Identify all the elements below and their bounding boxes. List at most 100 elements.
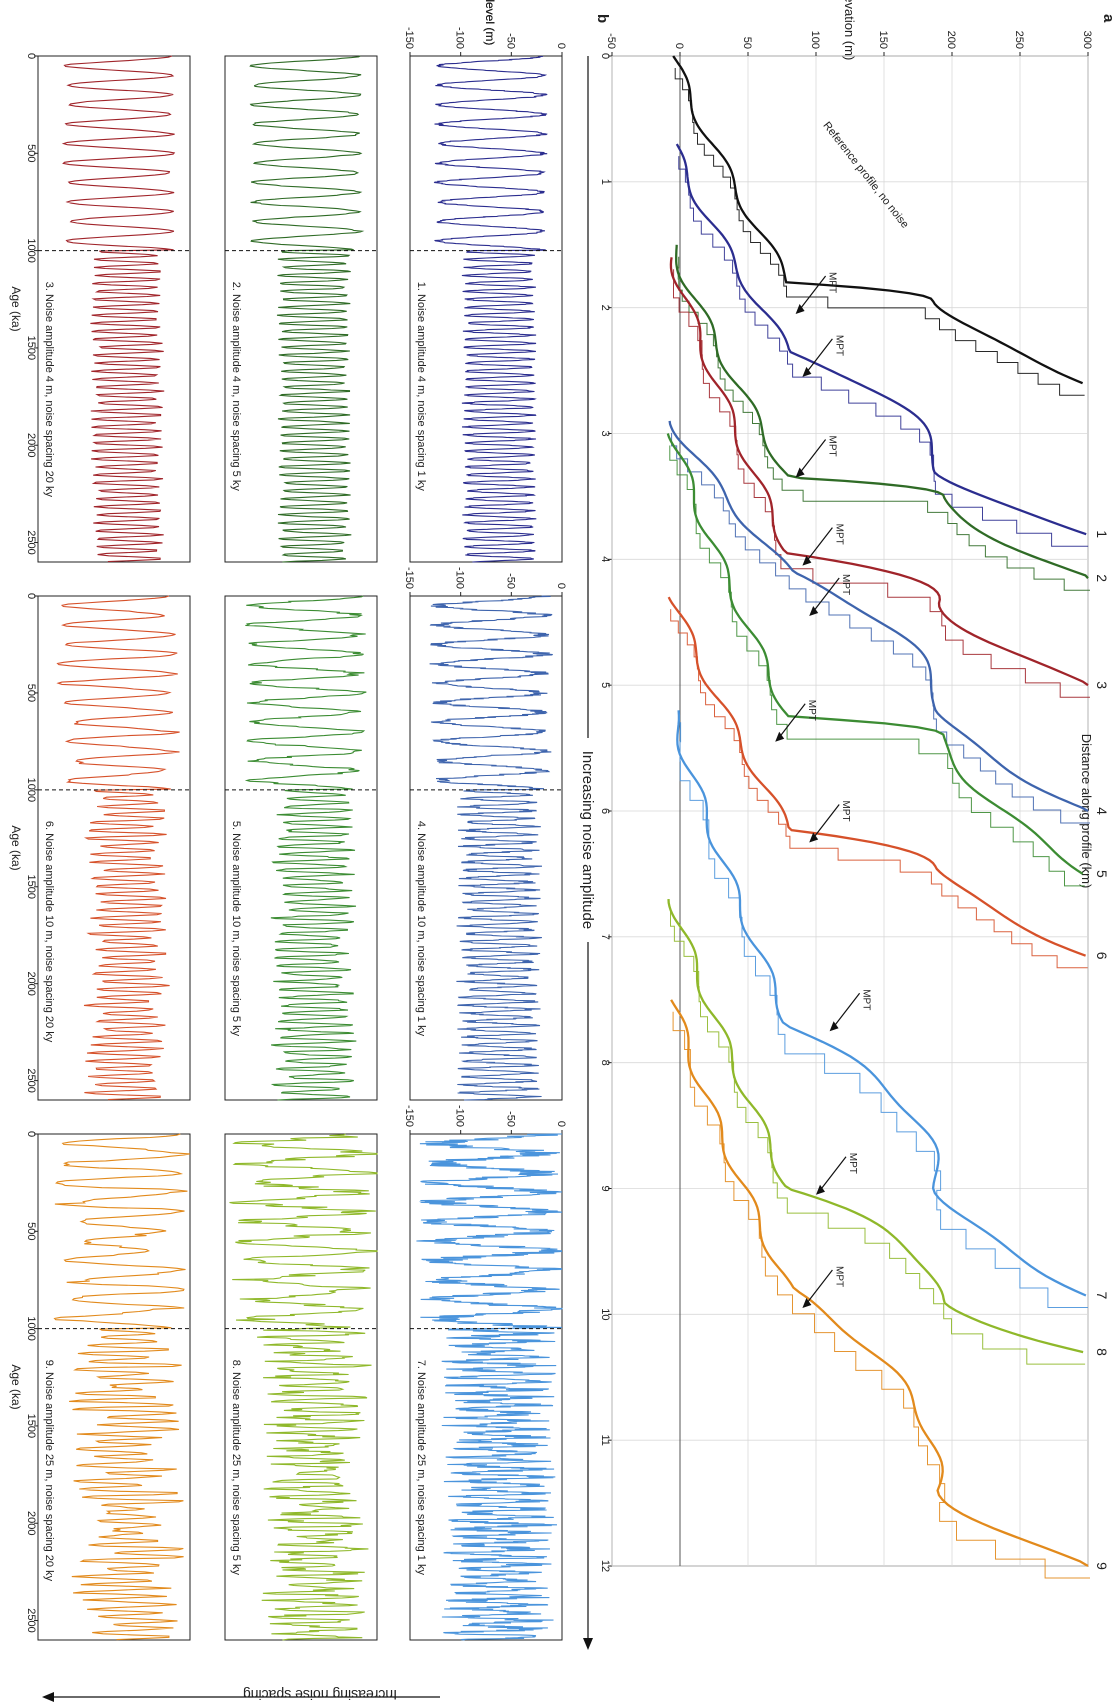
tick-label-age: 500 bbox=[25, 684, 37, 702]
profile-line-4 bbox=[668, 420, 1089, 813]
profile-line-5 bbox=[666, 433, 1084, 875]
sealevel-panel-caption-7: 7. Noise amplitude 25 m, noise spacing 1… bbox=[415, 1360, 427, 1576]
sealevel-panel-caption-5: 5. Noise amplitude 10 m, noise spacing 5… bbox=[230, 821, 242, 1037]
tick-label-sealevel: -150 bbox=[403, 1105, 415, 1127]
mpt-arrow-line bbox=[804, 527, 833, 563]
series-end-label-8: 8 bbox=[1094, 1348, 1110, 1356]
tick-label-distance: 8 bbox=[599, 1060, 611, 1066]
tick-label-distance: 6 bbox=[599, 808, 611, 814]
series-end-label-1: 1 bbox=[1094, 530, 1110, 538]
mpt-arrow-line bbox=[832, 992, 861, 1029]
panel-a-label: a bbox=[1100, 14, 1115, 23]
sealevel-curve-2 bbox=[249, 55, 365, 563]
profile-line-8 bbox=[667, 899, 1084, 1354]
panel-b: -150 -100 -50 0 Sea level (m) 1. Noise amplit… bbox=[9, 0, 598, 1703]
x-axis-label-age: Age (ka) bbox=[9, 286, 23, 331]
sealevel-panel-caption-3: 3. Noise amplitude 4 m, noise spacing 20… bbox=[43, 282, 55, 498]
profile-line-thin-3 bbox=[673, 269, 1090, 698]
profile-line-thin-1 bbox=[678, 156, 1089, 547]
y-axis-label-sealevel: Sea level (m) bbox=[483, 0, 497, 45]
tick-label-sealevel: -100 bbox=[454, 1105, 466, 1127]
tick-label-distance: 0 bbox=[599, 53, 611, 59]
mpt-arrow-head bbox=[802, 1298, 812, 1309]
mpt-annotation: MPT bbox=[840, 574, 851, 595]
tick-label-age: 500 bbox=[25, 144, 37, 162]
profile-line-2 bbox=[675, 244, 1089, 579]
mpt-arrow-head bbox=[809, 605, 819, 616]
profile-line-6 bbox=[667, 596, 1086, 957]
mpt-arrow-line bbox=[811, 577, 840, 614]
mpt-arrow-line bbox=[798, 275, 827, 312]
tick-label-age: 1000 bbox=[25, 238, 37, 262]
series-end-label-6: 6 bbox=[1094, 952, 1110, 960]
tick-label-sealevel: 0 bbox=[555, 43, 567, 49]
mpt-annotation: MPT bbox=[827, 436, 838, 457]
sealevel-curve-6 bbox=[56, 595, 180, 1101]
tick-label-age: 1500 bbox=[25, 875, 37, 899]
mpt-arrow-head bbox=[795, 303, 805, 314]
tick-label-distance: 12 bbox=[599, 1560, 611, 1572]
tick-label-age: 2500 bbox=[25, 530, 37, 554]
mpt-arrow-line bbox=[777, 703, 806, 740]
mpt-arrow-head bbox=[775, 731, 785, 742]
tick-label-age: 0 bbox=[25, 593, 37, 599]
sealevel-panel-caption-6: 6. Noise amplitude 10 m, noise spacing 2… bbox=[43, 821, 55, 1043]
tick-label-sealevel: 0 bbox=[555, 1121, 567, 1127]
mpt-annotation: MPT bbox=[806, 700, 817, 721]
profile-line-thin-9 bbox=[672, 1011, 1090, 1579]
sealevel-curve-4 bbox=[429, 595, 553, 1101]
tick-label-elevation: 150 bbox=[877, 31, 889, 49]
y-axis-label-sealevel: Sea level (m) bbox=[483, 0, 497, 45]
tick-label-distance: 9 bbox=[599, 1185, 611, 1191]
tick-label-age: 1000 bbox=[25, 778, 37, 802]
mpt-annotation: MPT bbox=[847, 1153, 858, 1174]
mpt-arrow-head bbox=[829, 1021, 839, 1032]
tick-label-sealevel: -50 bbox=[504, 573, 516, 589]
mpt-arrow-line bbox=[818, 1156, 847, 1193]
sealevel-curve-9 bbox=[53, 1133, 190, 1641]
sealevel-panel-caption-8: 8. Noise amplitude 25 m, noise spacing 5… bbox=[230, 1360, 242, 1576]
tick-label-distance: 4 bbox=[599, 556, 611, 562]
tick-label-distance: 3 bbox=[599, 430, 611, 436]
tick-label-sealevel: -50 bbox=[504, 1111, 516, 1127]
tick-label-sealevel: -150 bbox=[403, 567, 415, 589]
sealevel-panel-caption-4: 4. Noise amplitude 10 m, noise spacing 1… bbox=[415, 821, 427, 1037]
tick-label-age: 2500 bbox=[25, 1608, 37, 1632]
noise-amplitude-arrow-head bbox=[583, 1638, 593, 1650]
mpt-arrow-head bbox=[802, 555, 812, 566]
tick-label-distance: 11 bbox=[599, 1434, 611, 1445]
mpt-arrow-head bbox=[802, 366, 812, 377]
tick-label-age: 1000 bbox=[25, 1316, 37, 1340]
tick-label-age: 2000 bbox=[25, 433, 37, 457]
y-axis-label-elevation: Elevation (m) bbox=[842, 0, 857, 60]
tick-label-age: 2500 bbox=[25, 1068, 37, 1092]
mpt-annotation: MPT bbox=[833, 524, 844, 545]
sealevel-panel-caption-9: 9. Noise amplitude 25 m, noise spacing 2… bbox=[43, 1360, 55, 1582]
mpt-arrow-head bbox=[816, 1184, 825, 1195]
tick-label-distance: 1 bbox=[599, 179, 611, 185]
tick-label-elevation: 250 bbox=[1013, 31, 1025, 49]
sealevel-curve-8 bbox=[229, 1133, 378, 1641]
mpt-arrow-line bbox=[811, 804, 840, 840]
tick-label-elevation: -50 bbox=[605, 33, 617, 49]
tick-label-elevation: 100 bbox=[809, 31, 821, 49]
noise-spacing-arrow-head bbox=[42, 1692, 54, 1702]
profile-line-9 bbox=[670, 999, 1089, 1567]
x-axis-label-age: Age (ka) bbox=[9, 1364, 23, 1409]
profile-line-thin-2 bbox=[677, 256, 1090, 591]
panel-b-label: b bbox=[594, 14, 611, 23]
profile-line-thin-Reference bbox=[674, 68, 1085, 396]
mpt-annotation: MPT bbox=[840, 800, 851, 821]
mpt-annotation: MPT bbox=[827, 272, 838, 293]
tick-label-age: 500 bbox=[25, 1222, 37, 1240]
profile-line-1 bbox=[675, 143, 1087, 536]
profile-line-thin-8 bbox=[670, 911, 1086, 1365]
tick-label-age: 0 bbox=[25, 53, 37, 59]
noise-amplitude-label-bg bbox=[578, 738, 598, 942]
sealevel-curve-3 bbox=[61, 55, 176, 563]
profile-line-Reference bbox=[672, 55, 1084, 385]
tick-label-age: 0 bbox=[25, 1131, 37, 1137]
sealevel-curve-5 bbox=[244, 595, 367, 1101]
